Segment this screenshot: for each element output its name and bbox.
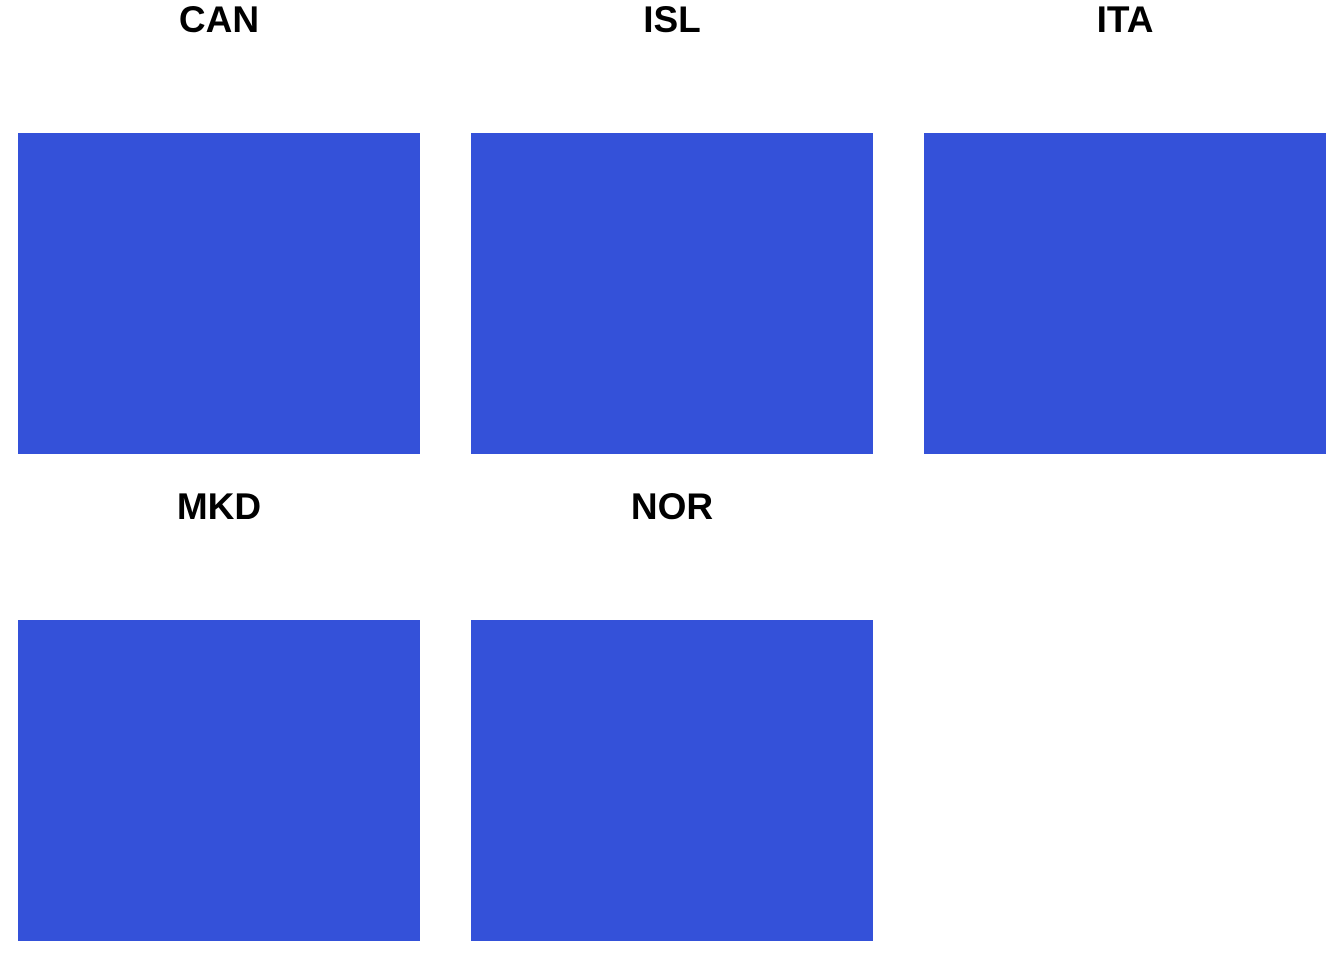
facet-title: ISL [643,0,701,40]
facet-panel-ita: ITA [924,0,1326,454]
facet-panel-isl: ISL [471,0,873,454]
facet-title: NOR [630,486,714,527]
facet-bar [18,620,420,941]
facet-title: CAN [178,0,260,40]
facet-bar [471,620,873,941]
facet-panel-can: CAN [18,0,420,454]
facet-panel-nor: NOR [471,487,873,941]
facet-bar [471,133,873,454]
facet-bar [18,133,420,454]
facet-title: MKD [176,486,262,527]
facet-bar [924,133,1326,454]
facet-title: ITA [1096,0,1154,40]
facet-panel-mkd: MKD [18,487,420,941]
